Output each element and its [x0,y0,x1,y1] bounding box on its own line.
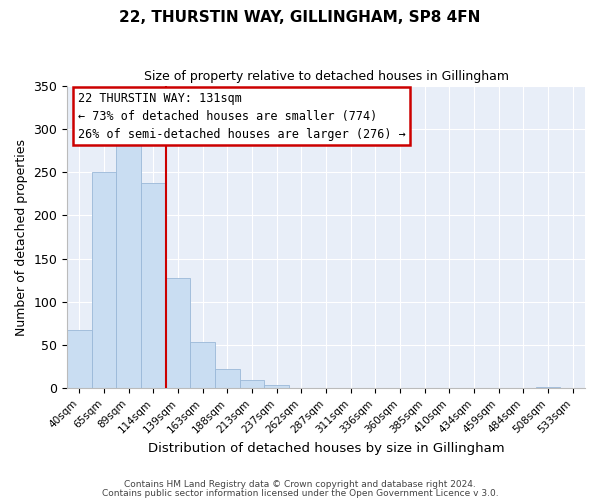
Bar [536,386,560,388]
Text: Contains HM Land Registry data © Crown copyright and database right 2024.: Contains HM Land Registry data © Crown c… [124,480,476,489]
Bar [141,184,166,388]
Text: 22 THURSTIN WAY: 131sqm
← 73% of detached houses are smaller (774)
26% of semi-d: 22 THURSTIN WAY: 131sqm ← 73% of detache… [77,92,405,140]
Text: Contains public sector information licensed under the Open Government Licence v : Contains public sector information licen… [101,488,499,498]
Bar [92,172,116,388]
Bar [116,140,141,388]
X-axis label: Distribution of detached houses by size in Gillingham: Distribution of detached houses by size … [148,442,505,455]
Text: 22, THURSTIN WAY, GILLINGHAM, SP8 4FN: 22, THURSTIN WAY, GILLINGHAM, SP8 4FN [119,10,481,25]
Bar [215,370,240,388]
Bar [166,278,190,388]
Title: Size of property relative to detached houses in Gillingham: Size of property relative to detached ho… [143,70,509,83]
Bar [67,330,92,388]
Bar [190,342,215,388]
Y-axis label: Number of detached properties: Number of detached properties [15,138,28,336]
Bar [240,380,265,388]
Bar [265,385,289,388]
